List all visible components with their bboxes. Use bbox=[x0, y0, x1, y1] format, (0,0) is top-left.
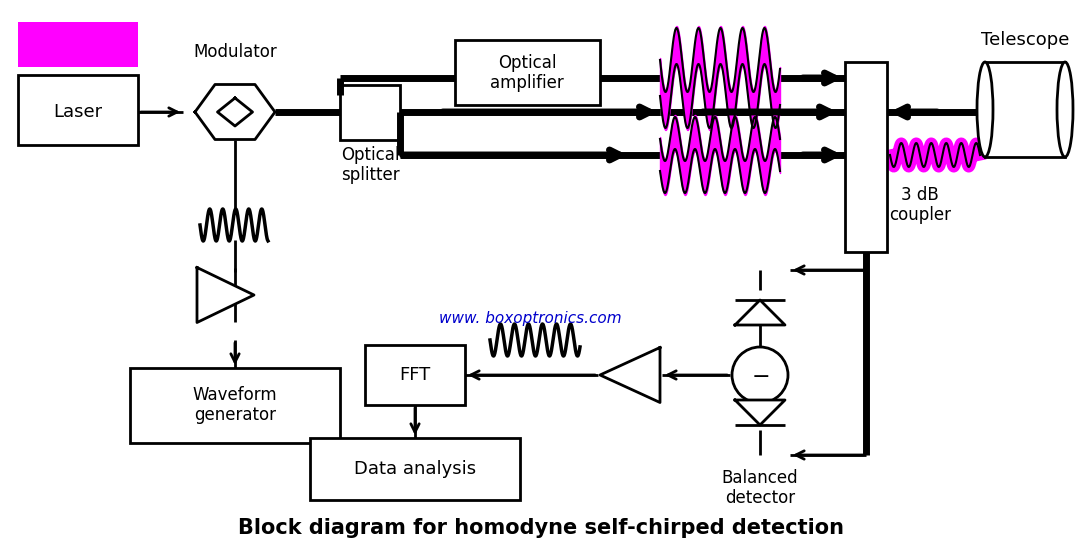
Text: Telescope: Telescope bbox=[980, 31, 1069, 49]
Text: Optical
splitter: Optical splitter bbox=[341, 146, 399, 184]
Bar bbox=[365, 345, 465, 405]
Bar bbox=[18, 22, 138, 67]
Polygon shape bbox=[735, 300, 786, 325]
Polygon shape bbox=[735, 400, 786, 425]
Bar bbox=[845, 62, 887, 252]
Polygon shape bbox=[197, 268, 254, 322]
Polygon shape bbox=[217, 98, 252, 126]
Bar bbox=[130, 368, 340, 443]
Text: Optical
amplifier: Optical amplifier bbox=[490, 54, 564, 92]
Bar bbox=[311, 438, 520, 500]
Bar bbox=[340, 85, 400, 140]
Circle shape bbox=[733, 347, 788, 403]
Text: www. boxoptronics.com: www. boxoptronics.com bbox=[438, 311, 621, 326]
Polygon shape bbox=[195, 85, 275, 139]
Ellipse shape bbox=[977, 62, 993, 157]
Bar bbox=[985, 62, 1065, 157]
Ellipse shape bbox=[1057, 62, 1073, 157]
Text: Data analysis: Data analysis bbox=[354, 460, 476, 478]
Bar bbox=[18, 75, 138, 145]
Text: Modulator: Modulator bbox=[193, 43, 277, 61]
Text: 3 dB
coupler: 3 dB coupler bbox=[889, 185, 951, 224]
Text: Block diagram for homodyne self-chirped detection: Block diagram for homodyne self-chirped … bbox=[238, 518, 844, 538]
Text: FFT: FFT bbox=[399, 366, 431, 384]
Text: Waveform
generator: Waveform generator bbox=[193, 385, 277, 424]
Bar bbox=[456, 40, 601, 105]
Polygon shape bbox=[601, 347, 660, 403]
Text: $-$: $-$ bbox=[751, 365, 769, 385]
Text: Balanced
detector: Balanced detector bbox=[722, 469, 799, 507]
Text: Laser: Laser bbox=[53, 103, 103, 121]
